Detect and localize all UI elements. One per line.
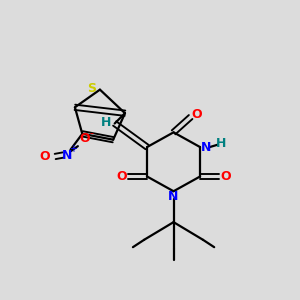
Text: O: O <box>116 170 127 183</box>
Text: N: N <box>62 148 72 161</box>
Text: H: H <box>216 137 226 150</box>
Text: S: S <box>87 82 96 95</box>
Text: H: H <box>100 116 111 128</box>
Text: +: + <box>69 143 77 154</box>
Text: O: O <box>39 150 50 163</box>
Text: -: - <box>89 128 93 138</box>
Text: N: N <box>168 190 179 203</box>
Text: O: O <box>220 170 231 183</box>
Text: N: N <box>201 141 212 154</box>
Text: O: O <box>79 132 90 145</box>
Text: O: O <box>192 108 203 121</box>
